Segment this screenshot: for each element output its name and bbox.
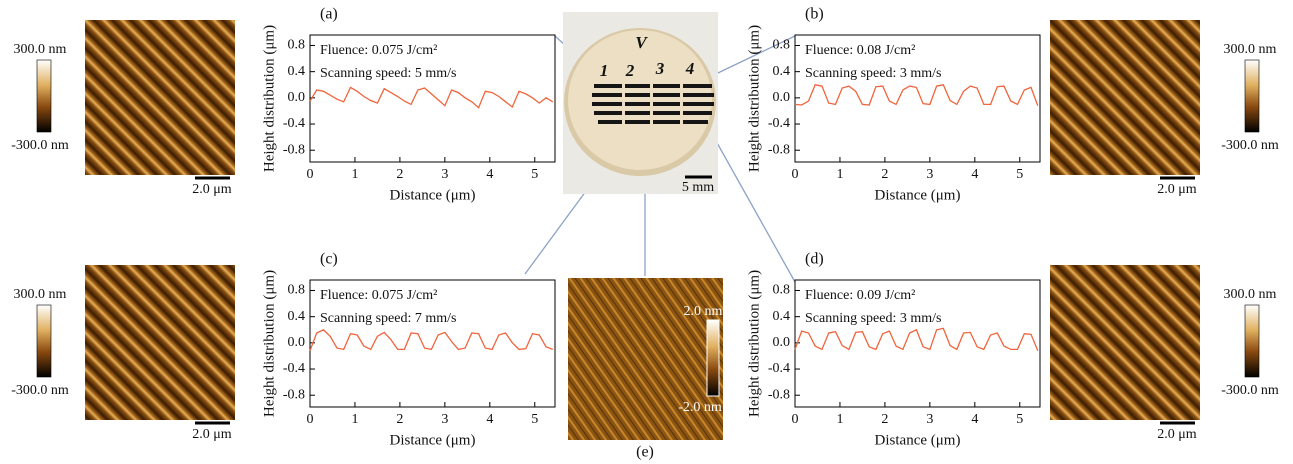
annotation: Fluence: 0.075 J/cm² <box>320 43 437 58</box>
panel-label: (e) <box>636 444 654 461</box>
annotation: Scanning speed: 3 mm/s <box>805 311 942 326</box>
y-tick-label: -0.8 <box>283 387 305 402</box>
colorbar-min: -300.0 nm <box>11 138 69 153</box>
y-tick-label: -0.4 <box>768 116 790 131</box>
x-tick-label: 0 <box>792 412 799 427</box>
substrate-image <box>568 278 723 440</box>
x-tick-label: 4 <box>486 412 493 427</box>
y-axis-label: Height distribution (μm) <box>746 25 762 172</box>
y-tick-label: -0.4 <box>283 116 305 131</box>
x-tick-label: 4 <box>971 412 978 427</box>
x-tick-label: 1 <box>351 412 358 427</box>
colorbar-max: 2.0 nm <box>684 304 723 319</box>
colorbar <box>37 60 51 132</box>
y-tick-label: 0.8 <box>288 283 306 298</box>
colorbar <box>37 305 51 377</box>
x-tick-label: 0 <box>792 167 799 182</box>
handwritten-mark: 1 <box>600 61 609 80</box>
x-tick-label: 1 <box>836 412 843 427</box>
x-tick-label: 4 <box>971 167 978 182</box>
y-tick-label: 0.4 <box>773 309 791 324</box>
handwritten-mark: 4 <box>685 59 695 78</box>
profile-line <box>795 85 1038 106</box>
annotation: Scanning speed: 7 mm/s <box>320 311 457 326</box>
scale-label: 2.0 μm <box>192 182 232 197</box>
profile-line <box>310 330 553 351</box>
colorbar-max: 300.0 nm <box>1224 42 1277 57</box>
x-tick-label: 1 <box>836 167 843 182</box>
y-axis-label: Height distribution (μm) <box>261 25 277 172</box>
x-tick-label: 5 <box>531 412 538 427</box>
annotation: Fluence: 0.075 J/cm² <box>320 288 437 303</box>
y-tick-label: 0.8 <box>288 38 306 53</box>
y-tick-label: -0.4 <box>283 361 305 376</box>
handwritten-mark: 2 <box>625 61 635 80</box>
x-tick-label: 3 <box>441 167 448 182</box>
colorbar-max: 300.0 nm <box>14 42 67 57</box>
y-axis-label: Height distribution (μm) <box>746 270 762 417</box>
profile-line <box>795 328 1038 350</box>
x-axis-label: Distance (μm) <box>390 187 476 203</box>
y-tick-label: -0.4 <box>768 361 790 376</box>
colorbar-min: -2.0 nm <box>678 400 722 415</box>
figure: (a) Fluence: 0.075 J/cm² Scanning speed: 5… <box>0 0 1293 464</box>
colorbar-min: -300.0 nm <box>1221 138 1279 153</box>
afm-image <box>1050 20 1200 175</box>
y-tick-label: 0.4 <box>288 309 306 324</box>
y-tick-label: -0.8 <box>768 387 790 402</box>
annotation: Scanning speed: 5 mm/s <box>320 66 457 81</box>
scale-label: 5 mm <box>682 180 714 195</box>
y-tick-label: 0.0 <box>773 335 791 350</box>
annotation: Fluence: 0.09 J/cm² <box>805 288 915 303</box>
x-tick-label: 3 <box>441 412 448 427</box>
x-tick-label: 2 <box>396 167 403 182</box>
x-tick-label: 4 <box>486 167 493 182</box>
annotation: Scanning speed: 3 mm/s <box>805 66 942 81</box>
colorbar-max: 300.0 nm <box>14 287 67 302</box>
x-tick-label: 2 <box>881 167 888 182</box>
x-tick-label: 5 <box>1016 412 1023 427</box>
x-tick-label: 2 <box>881 412 888 427</box>
x-tick-label: 3 <box>926 167 933 182</box>
colorbar-min: -300.0 nm <box>11 383 69 398</box>
panel-label: (d) <box>805 251 824 268</box>
x-tick-label: 1 <box>351 167 358 182</box>
y-tick-label: 0.4 <box>288 64 306 79</box>
y-tick-label: 0.8 <box>773 283 791 298</box>
handwritten-mark: 3 <box>655 59 665 78</box>
y-tick-label: -0.8 <box>768 142 790 157</box>
panel-label: (b) <box>805 6 824 23</box>
y-tick-label: 0.0 <box>288 90 306 105</box>
afm-image <box>1050 265 1200 420</box>
x-tick-label: 5 <box>531 167 538 182</box>
profile-line <box>310 87 553 107</box>
colorbar <box>1245 305 1259 377</box>
handwritten-mark: V <box>635 33 648 52</box>
x-axis-label: Distance (μm) <box>390 432 476 448</box>
panel-label: (a) <box>320 6 338 23</box>
y-tick-label: 0.0 <box>773 90 791 105</box>
colorbar-max: 300.0 nm <box>1224 287 1277 302</box>
y-tick-label: 0.4 <box>773 64 791 79</box>
y-tick-label: -0.8 <box>283 142 305 157</box>
y-axis-label: Height distribution (μm) <box>261 270 277 417</box>
x-tick-label: 3 <box>926 412 933 427</box>
annotation: Fluence: 0.08 J/cm² <box>805 43 915 58</box>
scale-label: 2.0 μm <box>1157 427 1197 442</box>
y-tick-label: 0.8 <box>773 38 791 53</box>
scale-label: 2.0 μm <box>1157 182 1197 197</box>
x-tick-label: 0 <box>307 167 314 182</box>
y-tick-label: 0.0 <box>288 335 306 350</box>
x-tick-label: 5 <box>1016 167 1023 182</box>
x-axis-label: Distance (μm) <box>875 432 961 448</box>
scale-label: 2.0 μm <box>192 427 232 442</box>
colorbar-min: -300.0 nm <box>1221 383 1279 398</box>
afm-image <box>85 265 235 420</box>
colorbar <box>1245 60 1259 132</box>
panel-label: (c) <box>320 251 338 268</box>
x-tick-label: 2 <box>396 412 403 427</box>
x-axis-label: Distance (μm) <box>875 187 961 203</box>
x-tick-label: 0 <box>307 412 314 427</box>
afm-image <box>85 20 235 175</box>
